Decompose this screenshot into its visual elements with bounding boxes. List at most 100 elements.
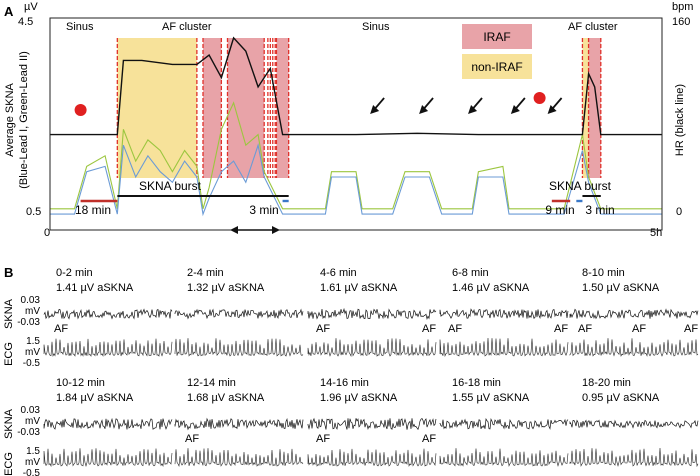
ecg-row-label: ECG [3,452,15,476]
skna-tick-1: mV [25,306,40,317]
af-label: AF [54,323,68,335]
segment-time-label: 2-4 min [187,267,224,279]
region-iraf-4 [588,38,601,178]
duration-label-3min-a: 3 min [249,203,278,217]
ecg-trace [43,338,173,358]
af-label: AF [316,323,330,335]
arrow-markers [370,97,563,114]
panel-a-label: A [4,4,14,19]
series-lead-i [50,143,662,217]
arrow-icon [510,97,526,114]
skna-trace [307,417,437,431]
skna-row-label: SKNA [3,298,15,329]
ecg-tick-0: 1.5 [26,336,40,347]
skna-trace [174,417,304,431]
skna-tick-2: -0.03 [17,427,40,438]
double-arrow-icon [230,226,280,234]
segment-time-label: 8-10 min [582,267,625,279]
ecg-trace [439,337,569,357]
region-iraf-2 [227,38,265,178]
red-dot-icon [74,104,87,116]
skna-trace [174,308,304,320]
skna-row-label: SKNA [3,408,15,439]
ecg-trace [569,447,699,468]
y-left-unit: µV [24,1,38,13]
segment-time-label: 12-14 min [187,377,236,389]
region-label-sinus-1: Sinus [66,21,94,33]
region-label-sinus-2: Sinus [362,21,390,33]
af-label: AF [632,323,646,335]
y-right-max-label: 160 [672,16,690,28]
legend: IRAF non-IRAF [462,24,532,79]
segment-askna-value: 0.95 µV aSKNA [582,392,660,404]
segment-askna-value: 1.68 µV aSKNA [187,392,265,404]
region-iraf-1 [203,38,222,178]
legend-swatch-non-iraf [462,54,532,79]
legend-swatch-iraf [462,24,532,49]
af-label: AF [578,323,592,335]
segment-time-label: 16-18 min [452,377,501,389]
ecg-tick-1: mV [25,457,40,468]
y-right-min-label: 0 [676,206,682,218]
ecg-row-label: ECG [3,342,15,366]
segment-askna-value: 1.32 µV aSKNA [187,282,265,294]
skna-tick-1: mV [25,416,40,427]
skna-tick-2: -0.03 [17,317,40,328]
segment-time-label: 14-16 min [320,377,369,389]
af-label: AF [684,323,698,335]
y-left-title-line2: (Blue-Lead I, Green-Lead II) [18,51,30,189]
af-label: AF [422,323,436,335]
ecg-trace [307,338,437,357]
ecg-trace [43,448,173,468]
af-label: AF [316,433,330,445]
ecg-trace [174,338,304,357]
x-start-label: 0 [44,227,50,239]
segment-askna-value: 1.50 µV aSKNA [582,282,660,294]
skna-tick-0: 0.03 [21,405,41,416]
skna-trace [569,419,699,429]
segment-time-label: 4-6 min [320,267,357,279]
y-right-title: HR (black line) [674,84,686,156]
skna-trace [439,308,569,319]
duration-label-18min: 18 min [75,203,111,217]
skna-burst-bars [80,195,601,203]
skna-trace [569,308,699,320]
skna-trace [439,417,569,430]
skna-trace [307,307,437,321]
arrow-icon [419,97,434,114]
af-label: AF [185,433,199,445]
ecg-trace [569,338,699,357]
arrow-icon [547,97,563,114]
skna-trace [43,417,173,430]
y-left-min-label: 0.5 [26,206,41,218]
ecg-trace [439,448,569,467]
af-label: AF [554,323,568,335]
segment-askna-value: 1.96 µV aSKNA [320,392,398,404]
region-non-iraf-0 [117,38,197,178]
af-label: AF [422,433,436,445]
segment-askna-value: 1.61 µV aSKNA [320,282,398,294]
arrow-icon [370,97,385,114]
x-end-label: 5h [650,227,662,239]
plot-frame [49,17,663,231]
duration-label-9min: 9 min [545,203,574,217]
series-hr-black-line- [50,36,662,136]
segment-askna-value: 1.55 µV aSKNA [452,392,530,404]
series-lead-ii [50,101,662,210]
region-iraf-3 [276,38,289,178]
ecg-tick-0: 1.5 [26,446,40,457]
legend-label-non-iraf: non-IRAF [471,60,522,74]
skna-tick-0: 0.03 [21,295,41,306]
segment-time-label: 10-12 min [56,377,105,389]
skna-burst-label-1: SKNA burst [139,179,202,193]
skna-trace [43,308,173,320]
ecg-tick-1: mV [25,347,40,358]
segment-askna-value: 1.41 µV aSKNA [56,282,134,294]
segment-time-label: 0-2 min [56,267,93,279]
legend-label-iraf: IRAF [483,30,510,44]
ecg-tick-2: -0.5 [23,468,41,476]
red-dot-icon [533,92,546,104]
segment-askna-value: 1.46 µV aSKNA [452,282,530,294]
